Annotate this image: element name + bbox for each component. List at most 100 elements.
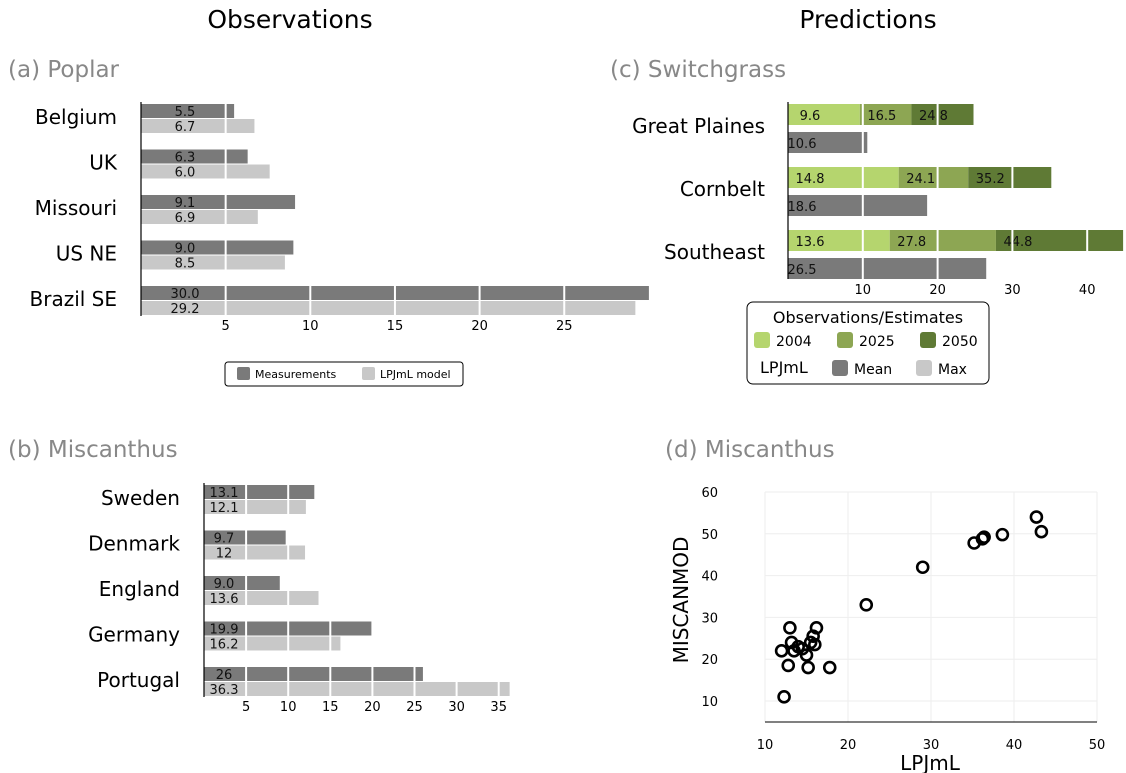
- legend-swatch-2050: [920, 332, 936, 348]
- panel-d-title: (d) Miscanthus: [665, 437, 835, 463]
- scatter-point: [1029, 510, 1044, 524]
- x-tick-label: 30: [923, 738, 940, 753]
- x-tick-label: 25: [406, 700, 423, 715]
- panel-c-chart: Great Plaines 9.6 16.5 24.8 10.6 Cornbelt 14.8…: [632, 102, 1124, 298]
- legend-swatch-2025: [837, 332, 853, 348]
- measurement-bar: [204, 667, 423, 681]
- bar-value-label: 5.5: [175, 105, 196, 120]
- stacked-value-label: 24.8: [919, 109, 948, 124]
- bar-value-label: 13.6: [210, 592, 239, 607]
- x-tick-label: 40: [1006, 738, 1023, 753]
- legend-label-max: Max: [938, 362, 967, 378]
- category-label: Brazil SE: [30, 287, 118, 311]
- x-tick-label: 20: [364, 700, 381, 715]
- legend-label-model: LPJmL model: [380, 368, 451, 381]
- category-label: Southeast: [664, 240, 765, 264]
- bar-value-label: 29.2: [171, 302, 200, 317]
- category-label: Portugal: [97, 668, 180, 692]
- category-label: UK: [89, 151, 118, 175]
- scatter-point: [995, 527, 1010, 542]
- stacked-value-label: 35.2: [976, 172, 1005, 187]
- model-bar: [204, 636, 341, 651]
- scatter-point: [915, 560, 930, 575]
- legend-swatch-max: [916, 360, 932, 376]
- measurement-bar: [141, 240, 294, 255]
- y-tick-label: 60: [701, 486, 718, 501]
- legend-swatch-mean: [832, 360, 848, 376]
- measurement-bar: [141, 104, 235, 118]
- bar-value-label: 19.9: [210, 623, 239, 638]
- panel-b-chart: Sweden 13.112.1 Denmark 9.712 England 9.013.6…: [88, 483, 510, 715]
- x-axis-label: LPJmL: [900, 751, 961, 773]
- bar-value-label: 12.1: [210, 501, 239, 516]
- stacked-bar-2025: [889, 230, 996, 251]
- x-tick-label: 40: [1079, 283, 1096, 298]
- stacked-value-label: 27.8: [897, 235, 926, 250]
- legend-label-2004: 2004: [776, 334, 812, 350]
- x-tick-label: 25: [556, 319, 573, 334]
- scatter-point: [801, 660, 815, 675]
- bar-value-label: 9.0: [175, 242, 196, 257]
- legend-swatch-measurements: [237, 367, 250, 380]
- bar-value-label: 6.0: [175, 166, 196, 181]
- lpjml-mean-bar: [788, 195, 928, 216]
- x-tick-label: 20: [929, 283, 946, 298]
- stacked-bar-2050: [995, 230, 1124, 251]
- bar-value-label: 36.3: [210, 683, 239, 698]
- stacked-bar-2004: [788, 104, 860, 125]
- y-tick-label: 50: [701, 528, 718, 543]
- scatter-point: [809, 621, 824, 635]
- category-label: Sweden: [101, 486, 180, 510]
- category-label: England: [99, 577, 180, 601]
- legend-label-2050: 2050: [942, 334, 978, 350]
- scatter-point: [822, 660, 837, 675]
- x-tick-label: 10: [280, 700, 297, 715]
- scatter-point: [975, 532, 990, 546]
- stacked-value-label: 44.8: [1003, 235, 1032, 250]
- panel-a-title: (a) Poplar: [8, 57, 120, 83]
- stacked-value-label: 14.8: [796, 172, 825, 187]
- bar-value-label: 9.0: [214, 577, 235, 592]
- measurement-bar: [141, 195, 296, 209]
- model-bar: [141, 210, 258, 224]
- stacked-bar-2004: [788, 167, 899, 188]
- legend-title: Observations/Estimates: [773, 308, 963, 327]
- category-label: Great Plaines: [632, 114, 765, 138]
- x-tick-label: 35: [490, 700, 507, 715]
- legend-label-measurements: Measurements: [255, 368, 337, 381]
- panel-d-chart: 10 20 30 40 50 10 20 30 40 50 60 LPJmL MISCANMOD: [669, 486, 1105, 773]
- y-tick-label: 10: [701, 695, 718, 710]
- y-tick-label: 30: [701, 611, 718, 626]
- panel-c-title: (c) Switchgrass: [610, 57, 786, 83]
- model-bar: [141, 255, 285, 270]
- measurement-bar: [204, 485, 315, 499]
- stacked-bar-2004: [788, 230, 890, 251]
- category-label: Cornbelt: [680, 177, 765, 201]
- bar-value-label: 6.7: [175, 120, 196, 135]
- category-label: US NE: [56, 242, 117, 266]
- x-tick-label: 30: [448, 700, 465, 715]
- bar-value-label: 26: [216, 668, 233, 683]
- category-label: Germany: [88, 623, 180, 647]
- legend-label-mean: Mean: [854, 362, 892, 378]
- scatter-point: [859, 598, 874, 612]
- stacked-value-label: 13.6: [796, 235, 825, 250]
- scatter-point: [781, 658, 796, 673]
- stacked-bar-2025: [859, 104, 912, 125]
- stacked-bar-2050: [911, 104, 974, 125]
- scatter-point: [977, 530, 991, 544]
- model-bar: [141, 164, 270, 179]
- x-tick-label: 5: [222, 319, 230, 334]
- panel-a-legend: Measurements LPJmL model: [224, 361, 464, 387]
- bar-value-label: 8.5: [175, 257, 196, 272]
- bar-value-label: 30.0: [171, 287, 200, 302]
- category-label: Belgium: [35, 105, 117, 129]
- measurement-bar: [204, 576, 280, 590]
- stacked-bar-2050: [968, 167, 1052, 188]
- model-bar: [204, 545, 306, 560]
- category-label: Denmark: [88, 532, 180, 556]
- bar-value-label: 12: [216, 547, 233, 562]
- measurement-bar: [141, 149, 248, 164]
- legend-label-2025: 2025: [859, 334, 895, 350]
- mean-value-label: 10.6: [788, 137, 817, 152]
